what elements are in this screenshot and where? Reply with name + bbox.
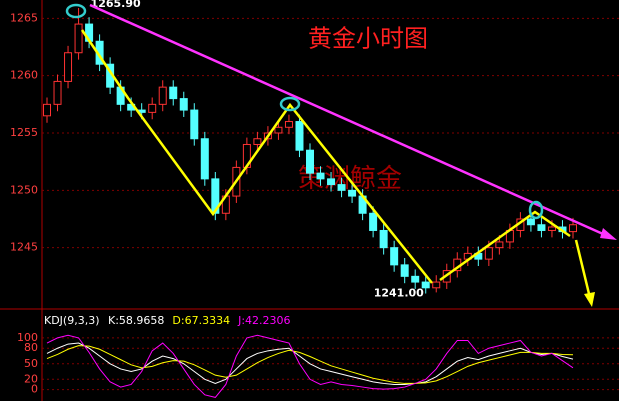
candle-body <box>211 178 220 214</box>
candle-body <box>484 247 493 260</box>
y-tick-label: 1245 <box>10 241 38 254</box>
y-tick-label: 1255 <box>10 126 38 139</box>
highlight <box>279 96 301 112</box>
candle-body <box>569 224 577 233</box>
candle-body <box>148 103 157 113</box>
candle-body <box>411 275 420 283</box>
legend-entry: J:42.2306 <box>237 314 290 327</box>
arrow-head <box>584 292 595 307</box>
y-tick-label: 50 <box>24 357 38 370</box>
candle-body <box>169 86 178 100</box>
annotation: 1241.00 <box>374 287 424 300</box>
candle-body <box>495 241 504 249</box>
y-tick-label: 0 <box>31 383 38 396</box>
indicator-line <box>46 342 574 385</box>
candle-body <box>432 281 441 289</box>
candle-body <box>400 264 409 277</box>
candle-body <box>179 98 188 111</box>
highlight <box>528 200 544 220</box>
candle-body <box>43 103 51 117</box>
forecast-arrow <box>574 239 592 299</box>
candle-body <box>337 184 346 191</box>
y-tick-label: 100 <box>17 331 38 344</box>
trend-line <box>89 3 613 240</box>
indicator-line <box>46 345 574 384</box>
candle-body <box>537 224 546 231</box>
annotation: 1265.90 <box>91 0 141 10</box>
candle-body <box>379 229 388 249</box>
candle-body <box>316 172 325 180</box>
y-tick-label: 20 <box>24 372 38 385</box>
candle-body <box>295 121 304 151</box>
zigzag <box>439 210 571 282</box>
candle-body <box>526 218 535 226</box>
candle-body <box>369 212 378 231</box>
candle-body <box>306 149 314 174</box>
candle-body <box>348 189 357 197</box>
candle-body <box>390 247 399 266</box>
legend-entry: D:67.3334 <box>172 314 230 327</box>
zigzag <box>80 29 433 284</box>
annotation-lines <box>65 3 617 307</box>
highlight <box>65 3 87 19</box>
candle-body <box>274 126 283 134</box>
candle-body <box>327 178 336 186</box>
candle-body <box>190 109 199 140</box>
candle-body <box>74 23 83 54</box>
marks: 1245 1250 1255 1260 1265 1265.90 1241.00 020 50 8… <box>10 0 619 398</box>
candle-body <box>284 121 293 128</box>
legend-entry: K:58.9658 <box>108 314 164 327</box>
y-tick-label: 80 <box>24 341 38 354</box>
candle-body <box>547 226 556 231</box>
chart-title: 黄金小时图 <box>308 25 428 53</box>
candle-body <box>253 138 262 145</box>
candle-body <box>53 80 62 105</box>
candle-body <box>421 281 430 289</box>
indicator-line <box>46 334 574 398</box>
y-tick-label: 1265 <box>10 11 38 24</box>
y-tick-label: 1250 <box>10 183 38 196</box>
candle-body <box>158 86 167 105</box>
candle-body <box>200 138 209 180</box>
candle-body <box>64 52 73 82</box>
y-tick-label: 1260 <box>10 69 38 82</box>
indicator-title: KDJ(9,3,3) <box>44 314 100 327</box>
arrow-head <box>600 228 617 240</box>
